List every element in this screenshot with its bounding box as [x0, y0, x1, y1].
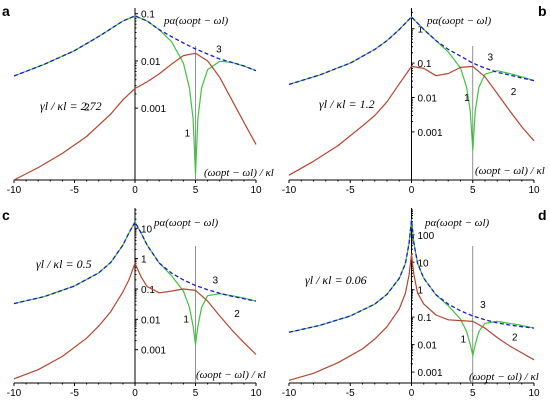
y-tick-label: 0.001: [141, 346, 166, 357]
x-axis-label: (ωopt − ωl) / κl: [469, 371, 539, 383]
y-tick-label: 0.01: [418, 341, 438, 352]
y-tick-label: 0.001: [418, 368, 443, 379]
series-3-line: [13, 15, 257, 77]
y-tick-label: 0.1: [141, 10, 155, 21]
curve-label-2: 2: [84, 102, 90, 113]
x-tick-label: 0: [132, 185, 138, 196]
series-3-line: [13, 221, 257, 305]
y-tick-label: 0.1: [141, 285, 155, 296]
curve-label-1: 1: [464, 93, 470, 104]
curve-label-3: 3: [212, 276, 218, 287]
series-3-line: [288, 16, 535, 86]
x-tick-label: 10: [250, 388, 262, 399]
x-tick-label: -5: [70, 185, 79, 196]
curve-label-1: 1: [461, 334, 467, 345]
y-tick-label: 0.01: [141, 57, 161, 68]
x-tick-label: 0: [409, 185, 415, 196]
panel-letter: b: [538, 3, 547, 19]
x-axis-label: (ωopt − ωl) / κl: [204, 167, 274, 179]
curve-label-3: 3: [480, 300, 486, 311]
y-tick-label: 0.01: [141, 315, 161, 326]
parameter-label: γl / κl = 2.72: [40, 99, 102, 113]
x-tick-label: -10: [282, 185, 297, 196]
panel-b: b -10 -5 0 5 10 1 0.1 0.01 0.001 1 2 3 γl / κl = 1.2 p…: [282, 3, 547, 196]
x-tick-label: -10: [7, 388, 22, 399]
x-axis-label: (ωopt − ωl) / κl: [475, 165, 545, 177]
x-tick-label: 5: [193, 388, 199, 399]
y-axis-label: pα(ωopt − ωl): [424, 217, 490, 229]
series-2-line: [288, 65, 535, 176]
x-tick-label: 10: [528, 185, 540, 196]
y-axis-label: pα(ωopt − ωl): [153, 217, 219, 229]
x-tick-label: 10: [250, 185, 262, 196]
curve-label-1: 1: [185, 129, 191, 140]
y-tick-label: 0.001: [418, 128, 443, 139]
x-tick-label: 5: [193, 185, 199, 196]
y-tick-label: 100: [418, 231, 435, 242]
y-tick-label: 0.001: [141, 104, 166, 115]
y-axis-label: pα(ωopt − ωl): [163, 15, 229, 27]
x-axis-label: (ωopt − ωl) / κl: [196, 369, 266, 381]
curve-label-1: 1: [183, 314, 189, 325]
series-2-line: [13, 262, 257, 380]
panel-c: c -10 -5 0 5 10 10 1 0.1 0.01 0.001 1 2 3 γl / κl = 0.…: [2, 207, 266, 399]
x-tick-label: 0: [409, 388, 415, 399]
x-tick-label: -5: [70, 388, 79, 399]
x-tick-label: -10: [7, 185, 22, 196]
y-tick-label: 1: [418, 286, 424, 297]
parameter-label: γl / κl = 0.5: [36, 257, 92, 271]
curve-label-2: 2: [511, 87, 517, 98]
panel-letter: a: [2, 3, 10, 19]
y-axis-label: pα(ωopt − ωl): [426, 15, 492, 27]
series-2-line: [288, 253, 535, 381]
x-tick-label: 5: [470, 185, 476, 196]
panel-d: d -10 -5 0 5 10 100 10 1 0.1 0.01 0.001 1 2 3 γl / κl =…: [282, 207, 547, 399]
parameter-label: γl / κl = 1.2: [319, 97, 375, 111]
x-tick-label: -5: [346, 185, 355, 196]
curve-label-3: 3: [487, 52, 493, 63]
y-tick-label: 0.01: [418, 94, 438, 105]
x-tick-label: 10: [528, 388, 540, 399]
y-tick-label: 1: [418, 25, 424, 36]
x-tick-label: 5: [470, 388, 476, 399]
curve-label-2: 2: [512, 333, 518, 344]
y-tick-label: 10: [418, 258, 430, 269]
panel-a: a -10 -5 0 5 10 0.1 0.01 0.001 1 2 3 γl / κl = 2.72 p…: [2, 3, 274, 196]
y-tick-label: 0.1: [418, 59, 432, 70]
y-tick-label: 1: [141, 255, 147, 266]
parameter-label: γl / κl = 0.06: [305, 273, 367, 287]
curve-label-3: 3: [216, 45, 222, 56]
x-tick-label: -5: [346, 388, 355, 399]
series-3-line: [288, 219, 535, 333]
panel-letter: c: [2, 207, 10, 223]
x-tick-label: -10: [282, 388, 297, 399]
y-tick-label: 0.1: [418, 313, 432, 324]
curve-label-2: 2: [234, 309, 240, 320]
y-tick-label: 10: [141, 224, 153, 235]
panel-letter: d: [538, 207, 547, 223]
x-tick-label: 0: [132, 388, 138, 399]
series-2-line: [13, 52, 257, 181]
